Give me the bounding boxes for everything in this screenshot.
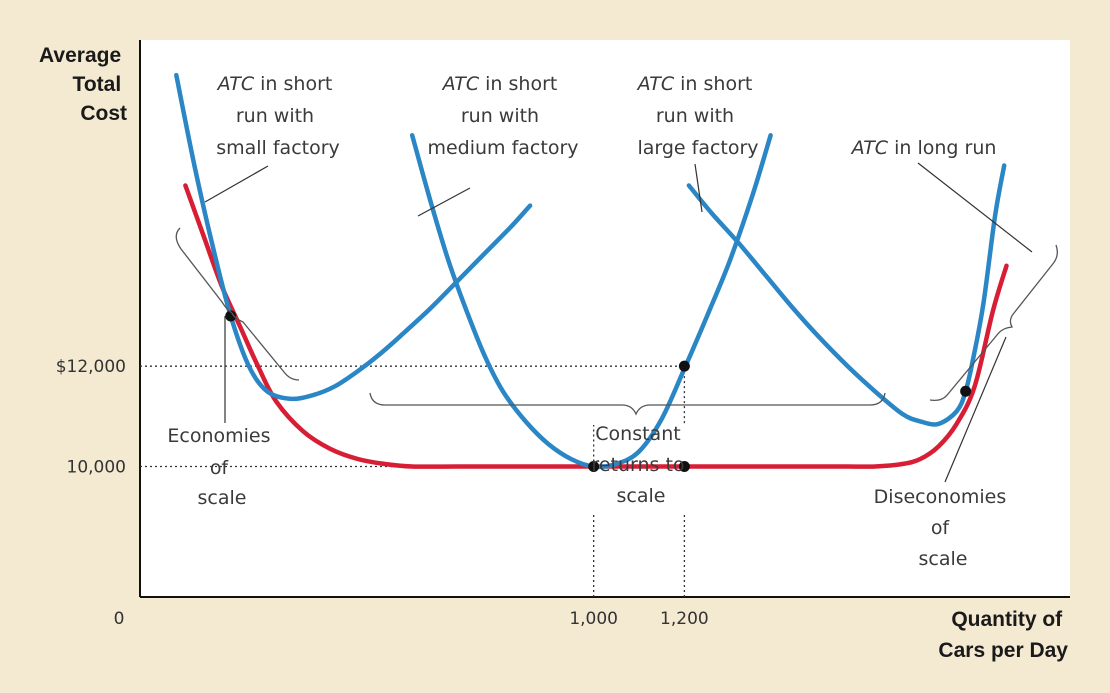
annotation-pointers <box>204 162 1033 483</box>
pointer-small-factory <box>204 165 269 203</box>
label-constant-line3: scale <box>617 485 666 507</box>
label-long-line1: ATC in long run <box>850 137 997 159</box>
label-medium-rest: in short <box>479 73 557 95</box>
label-economies: Economies of scale <box>167 425 276 509</box>
label-large-rest: in short <box>674 73 752 95</box>
label-diseconomies-line1: Diseconomies <box>874 486 1007 508</box>
label-diseconomies-line2: of <box>931 517 951 539</box>
label-diseconomies-line3: scale <box>919 548 968 570</box>
label-large-line2: run with <box>656 105 734 127</box>
label-diseconomies: Diseconomies of scale <box>874 486 1013 570</box>
atc-short-run-medium-factory-curve <box>409 133 773 470</box>
point-3 <box>678 461 690 473</box>
label-small-line3: small factory <box>216 137 340 159</box>
origin-label: 0 <box>114 609 125 629</box>
marked-points <box>225 310 972 473</box>
point-1 <box>225 310 237 322</box>
x-axis-title-line2: Cars per Day <box>938 639 1068 662</box>
y-axis-title-line1: Average <box>39 44 121 67</box>
y-tick-10000: 10,000 <box>67 458 126 478</box>
point-4 <box>678 360 690 372</box>
x-tick-1200: 1,200 <box>660 609 709 629</box>
point-2 <box>588 461 600 473</box>
label-medium-line2: run with <box>461 105 539 127</box>
x-axis-title-line1: Quantity of <box>951 608 1063 631</box>
label-economies-line1: Economies <box>167 425 270 447</box>
label-medium-factory: ATC in short run with medium factory <box>427 73 578 159</box>
label-economies-line3: scale <box>198 487 247 509</box>
y-axis-title: Average Total Cost <box>39 44 127 125</box>
plot-area <box>140 40 1070 597</box>
atc-short-run-large-factory-curve <box>686 163 1007 427</box>
economies-brace <box>175 227 300 381</box>
label-medium-line1: ATC in short <box>441 73 558 95</box>
point-5 <box>960 385 972 397</box>
label-small-line2: run with <box>236 105 314 127</box>
guide-lines <box>140 365 686 597</box>
label-large-line3: large factory <box>637 137 758 159</box>
label-large-line1: ATC in short <box>636 73 753 95</box>
label-constant-line2: returns to <box>591 454 684 476</box>
label-long-rest: in long run <box>888 137 996 159</box>
label-small-rest: in short <box>254 73 332 95</box>
label-small-atc: ATC <box>216 73 255 95</box>
label-large-atc: ATC <box>636 73 675 95</box>
label-large-factory: ATC in short run with large factory <box>636 73 759 159</box>
label-economies-line2: of <box>210 457 230 479</box>
label-small-line1: ATC in short <box>216 73 333 95</box>
region-braces <box>175 227 1058 416</box>
label-small-factory: ATC in short run with small factory <box>216 73 340 159</box>
tick-labels: $12,000 10,000 1,000 1,200 <box>56 357 709 629</box>
label-constant-line1: Constant <box>595 423 680 445</box>
pointer-large-factory <box>694 163 703 213</box>
y-axis-title-line2: Total <box>73 73 122 96</box>
label-constant: Constant returns to scale <box>591 423 690 507</box>
pointer-diseconomies <box>944 336 1007 483</box>
y-tick-12000: $12,000 <box>56 357 126 377</box>
constant-brace <box>369 392 886 416</box>
y-axis-title-line3: Cost <box>80 102 127 125</box>
label-medium-line3: medium factory <box>427 137 578 159</box>
label-long-run: ATC in long run <box>850 137 997 159</box>
label-medium-atc: ATC <box>441 73 480 95</box>
label-long-atc: ATC <box>850 137 889 159</box>
pointer-medium-factory <box>417 187 471 217</box>
x-tick-1000: 1,000 <box>569 609 618 629</box>
x-axis-title: Quantity of Cars per Day <box>938 608 1068 662</box>
atc-short-run-small-factory-curve <box>174 72 533 402</box>
diseconomies-brace <box>929 244 1058 402</box>
pointer-long-run <box>917 162 1033 253</box>
